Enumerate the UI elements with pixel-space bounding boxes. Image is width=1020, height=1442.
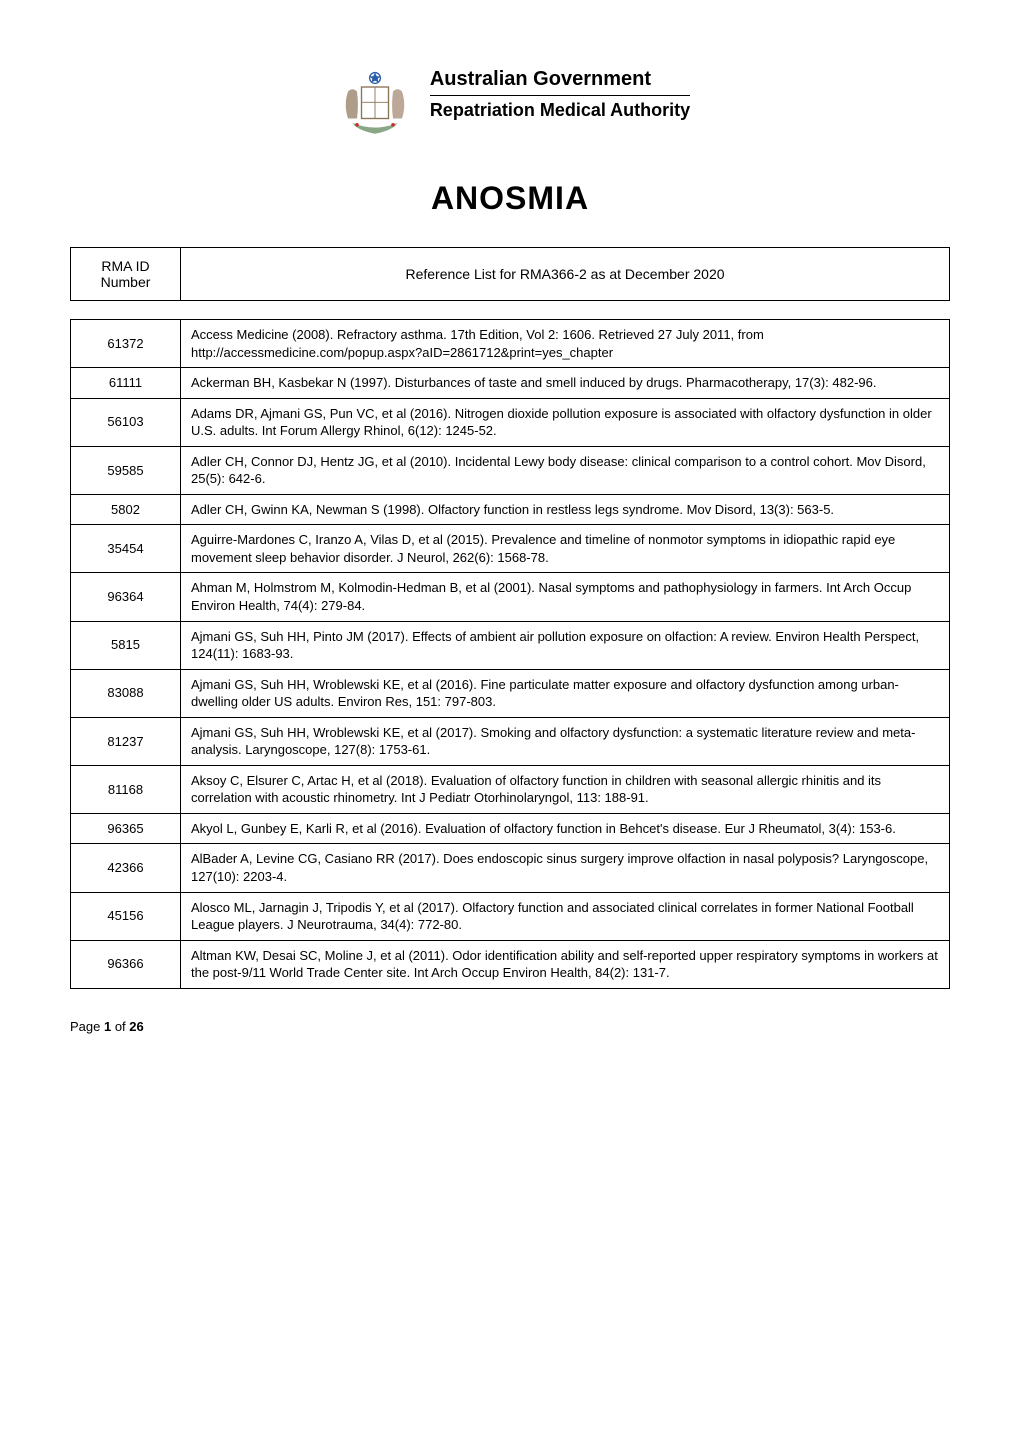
table-row: 5815Ajmani GS, Suh HH, Pinto JM (2017). … xyxy=(71,621,950,669)
reference-text-cell: Adler CH, Gwinn KA, Newman S (1998). Olf… xyxy=(181,494,950,525)
document-title: ANOSMIA xyxy=(70,180,950,217)
table-row: 59585Adler CH, Connor DJ, Hentz JG, et a… xyxy=(71,446,950,494)
rma-id-cell: 96364 xyxy=(71,573,181,621)
reference-text-cell: Adams DR, Ajmani GS, Pun VC, et al (2016… xyxy=(181,398,950,446)
reference-text-cell: Ahman M, Holmstrom M, Kolmodin-Hedman B,… xyxy=(181,573,950,621)
page-footer: Page 1 of 26 xyxy=(70,1019,950,1034)
table-row: 61111Ackerman BH, Kasbekar N (1997). Dis… xyxy=(71,368,950,399)
rma-id-cell: 61111 xyxy=(71,368,181,399)
authority-name: Repatriation Medical Authority xyxy=(430,100,690,121)
rma-id-cell: 35454 xyxy=(71,525,181,573)
rma-id-cell: 96366 xyxy=(71,940,181,988)
table-row: 42366AlBader A, Levine CG, Casiano RR (2… xyxy=(71,844,950,892)
rma-id-cell: 45156 xyxy=(71,892,181,940)
rma-id-cell: 61372 xyxy=(71,320,181,368)
reference-text-cell: Ackerman BH, Kasbekar N (1997). Disturba… xyxy=(181,368,950,399)
table-row: 96364Ahman M, Holmstrom M, Kolmodin-Hedm… xyxy=(71,573,950,621)
reference-text-cell: AlBader A, Levine CG, Casiano RR (2017).… xyxy=(181,844,950,892)
government-name: Australian Government xyxy=(430,68,690,96)
government-text-block: Australian Government Repatriation Medic… xyxy=(430,60,690,121)
rma-id-cell: 5815 xyxy=(71,621,181,669)
reference-text-cell: Ajmani GS, Suh HH, Wroblewski KE, et al … xyxy=(181,717,950,765)
table-row: 96365Akyol L, Gunbey E, Karli R, et al (… xyxy=(71,813,950,844)
reference-text-cell: Ajmani GS, Suh HH, Wroblewski KE, et al … xyxy=(181,669,950,717)
reference-text-cell: Aguirre-Mardones C, Iranzo A, Vilas D, e… xyxy=(181,525,950,573)
table-row: 61372Access Medicine (2008). Refractory … xyxy=(71,320,950,368)
table-row: 35454Aguirre-Mardones C, Iranzo A, Vilas… xyxy=(71,525,950,573)
reference-text-cell: Alosco ML, Jarnagin J, Tripodis Y, et al… xyxy=(181,892,950,940)
reference-text-cell: Altman KW, Desai SC, Moline J, et al (20… xyxy=(181,940,950,988)
reference-text-cell: Adler CH, Connor DJ, Hentz JG, et al (20… xyxy=(181,446,950,494)
table-row: 83088Ajmani GS, Suh HH, Wroblewski KE, e… xyxy=(71,669,950,717)
table-row: 96366Altman KW, Desai SC, Moline J, et a… xyxy=(71,940,950,988)
reference-data-table: 61372Access Medicine (2008). Refractory … xyxy=(70,319,950,989)
rma-id-cell: 81237 xyxy=(71,717,181,765)
reference-list-header-cell: Reference List for RMA366-2 as at Decemb… xyxy=(181,248,950,301)
rma-id-cell: 81168 xyxy=(71,765,181,813)
page-number-label: Page 1 of 26 xyxy=(70,1019,144,1034)
reference-text-cell: Ajmani GS, Suh HH, Pinto JM (2017). Effe… xyxy=(181,621,950,669)
reference-text-cell: Access Medicine (2008). Refractory asthm… xyxy=(181,320,950,368)
header-logo-block: Australian Government Repatriation Medic… xyxy=(70,60,950,150)
rma-id-header-cell: RMA ID Number xyxy=(71,248,181,301)
table-row: 56103Adams DR, Ajmani GS, Pun VC, et al … xyxy=(71,398,950,446)
reference-header-table: RMA ID Number Reference List for RMA366-… xyxy=(70,247,950,301)
table-row: 5802Adler CH, Gwinn KA, Newman S (1998).… xyxy=(71,494,950,525)
table-row: 81237Ajmani GS, Suh HH, Wroblewski KE, e… xyxy=(71,717,950,765)
rma-id-cell: 56103 xyxy=(71,398,181,446)
reference-text-cell: Akyol L, Gunbey E, Karli R, et al (2016)… xyxy=(181,813,950,844)
table-row: 45156Alosco ML, Jarnagin J, Tripodis Y, … xyxy=(71,892,950,940)
coat-of-arms-icon xyxy=(330,60,420,150)
rma-id-cell: 42366 xyxy=(71,844,181,892)
rma-id-cell: 5802 xyxy=(71,494,181,525)
reference-text-cell: Aksoy C, Elsurer C, Artac H, et al (2018… xyxy=(181,765,950,813)
rma-id-cell: 83088 xyxy=(71,669,181,717)
rma-id-cell: 59585 xyxy=(71,446,181,494)
rma-id-cell: 96365 xyxy=(71,813,181,844)
table-row: RMA ID Number Reference List for RMA366-… xyxy=(71,248,950,301)
table-row: 81168Aksoy C, Elsurer C, Artac H, et al … xyxy=(71,765,950,813)
